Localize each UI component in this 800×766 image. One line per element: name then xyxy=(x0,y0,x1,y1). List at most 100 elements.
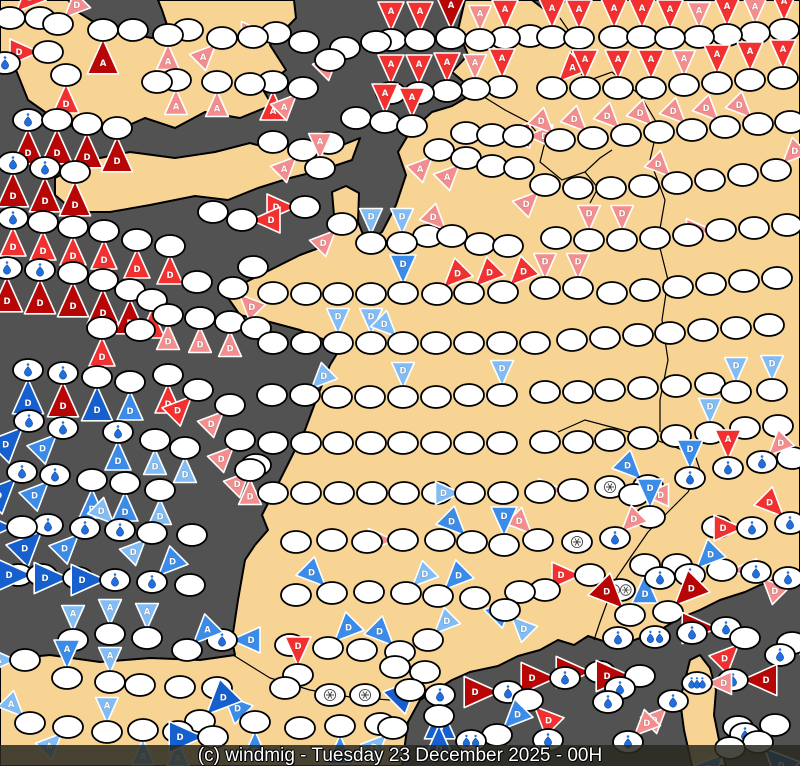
pennant-letter: D xyxy=(585,209,592,219)
pennant-letter: A xyxy=(549,4,556,14)
pennant-letter: D xyxy=(41,197,48,207)
weather-symbol xyxy=(562,430,594,454)
pennant-letter: A xyxy=(569,64,576,74)
pennant-letter: D xyxy=(376,628,383,638)
weather-symbol xyxy=(164,675,196,699)
weather-symbol: D xyxy=(118,521,168,567)
weather-symbol: A xyxy=(712,429,744,480)
cloud-oval-icon xyxy=(314,48,346,72)
wind-pennant-icon xyxy=(33,561,70,595)
rain-drop-icon xyxy=(218,633,226,647)
rain-drop-icon xyxy=(44,518,52,532)
pennant-letter: D xyxy=(130,548,137,558)
cloud-oval-icon xyxy=(687,318,719,342)
pennant-letter: A xyxy=(173,103,180,113)
pennant-letter: A xyxy=(747,47,754,57)
weather-symbol xyxy=(322,431,354,455)
pennant-letter: A xyxy=(576,5,583,15)
cloud-oval-icon xyxy=(635,76,667,100)
pennant-letter: D xyxy=(59,402,66,412)
pennant-letter: D xyxy=(514,711,521,721)
wind-pennant-icon xyxy=(609,204,635,232)
cloud-oval-icon xyxy=(94,622,126,646)
weather-symbol: D xyxy=(28,156,62,213)
pennant-letter: A xyxy=(281,103,288,113)
pennant-letter: D xyxy=(523,200,530,210)
wind-pennant-icon xyxy=(511,190,540,219)
wind-pennant-icon xyxy=(508,255,540,287)
cloud-oval-icon xyxy=(639,226,671,250)
cloud-oval-icon xyxy=(290,282,322,306)
pennant-letter: D xyxy=(545,717,552,727)
pennant-letter: A xyxy=(417,7,424,17)
weather-symbol xyxy=(772,566,800,590)
cloud-oval-icon xyxy=(676,118,708,142)
pennant-letter: D xyxy=(156,513,163,523)
weather-symbol xyxy=(181,270,213,294)
wind-pennant-icon xyxy=(269,93,298,122)
pennant-letter: A xyxy=(144,607,151,617)
pennant-letter: D xyxy=(36,299,43,309)
weather-symbol xyxy=(592,690,624,714)
weather-symbol: D xyxy=(100,116,134,173)
cloud-oval-icon xyxy=(662,275,694,299)
wind-pennant-icon xyxy=(637,49,665,80)
wind-pennant-icon xyxy=(104,440,132,471)
wind-pennant-icon xyxy=(538,0,566,29)
wind-pennant-icon xyxy=(656,0,684,30)
wind-pennant-icon xyxy=(308,229,337,258)
cloud-oval-icon xyxy=(27,210,59,234)
weather-symbol xyxy=(355,431,387,455)
rain-drop-icon xyxy=(786,516,794,530)
rain-drop-icon xyxy=(646,630,664,643)
rain-drop-icon xyxy=(748,521,756,535)
pennant-letter: D xyxy=(719,524,726,534)
weather-symbol xyxy=(771,213,800,237)
pennant-letter: A xyxy=(696,6,703,16)
weather-symbol: A xyxy=(432,146,482,192)
cloud-oval-icon xyxy=(436,224,468,248)
pennant-letter: D xyxy=(520,268,527,278)
weather-symbol xyxy=(323,481,355,505)
pennant-letter: A xyxy=(444,173,451,183)
wind-pennant-icon xyxy=(463,675,500,709)
pennant-letter: A xyxy=(165,58,172,68)
wind-pennant-icon xyxy=(520,661,557,695)
pennant-letter: D xyxy=(69,302,76,312)
wind-pennant-icon xyxy=(467,4,493,32)
pennant-letter: D xyxy=(246,493,253,503)
weather-symbol: D xyxy=(390,559,440,605)
weather-symbol: A xyxy=(404,1,436,52)
rain-drop-icon xyxy=(59,421,67,435)
pennant-letter: D xyxy=(670,107,677,117)
pennant-letter: A xyxy=(648,55,655,65)
wind-pennant-icon xyxy=(70,563,107,597)
weather-symbol xyxy=(453,431,485,455)
cloud-oval-icon xyxy=(728,269,760,293)
pennant-letter: D xyxy=(440,489,447,499)
weather-symbol: A xyxy=(569,49,601,100)
pennant-letter: D xyxy=(69,252,76,262)
cloud-oval-icon xyxy=(519,331,551,355)
weather-symbol xyxy=(556,328,588,352)
pennant-letter: D xyxy=(655,160,662,170)
weather-symbol: D xyxy=(184,306,216,354)
cloud-oval-icon xyxy=(141,70,173,94)
pennant-letter: D xyxy=(618,209,625,219)
weather-symbol: D xyxy=(587,572,646,627)
weather-symbol: D xyxy=(86,268,120,325)
weather-symbol: A xyxy=(683,1,715,49)
cloud-oval-icon xyxy=(197,200,229,224)
cloud-oval-icon xyxy=(627,426,659,450)
weather-symbol: A xyxy=(768,0,800,42)
weather-symbol: A xyxy=(435,0,467,50)
wind-pennant-icon xyxy=(773,0,795,22)
wind-pennant-icon xyxy=(187,326,213,354)
wind-pennant-icon xyxy=(206,445,235,474)
pennant-letter: D xyxy=(126,407,133,417)
pennant-letter: D xyxy=(707,551,714,561)
wind-pennant-icon xyxy=(63,0,92,19)
cloud-oval-icon xyxy=(289,195,321,219)
wind-pennant-icon xyxy=(123,248,151,279)
rain-drop-icon xyxy=(9,211,17,225)
